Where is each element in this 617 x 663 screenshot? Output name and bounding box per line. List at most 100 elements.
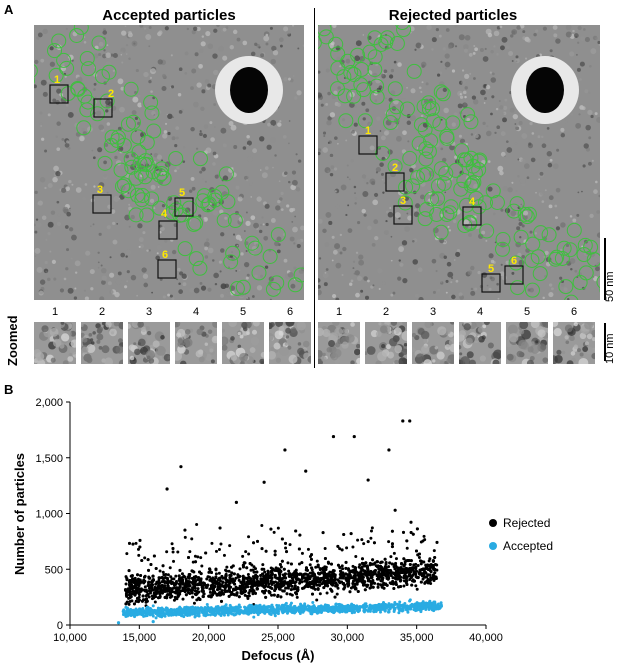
rejected-point xyxy=(197,582,201,586)
accepted-point xyxy=(311,601,315,605)
rejected-point xyxy=(171,547,175,551)
particle-circle xyxy=(143,94,159,110)
rejected-point xyxy=(243,561,247,565)
particle-circle xyxy=(458,152,474,168)
rejected-point xyxy=(364,561,368,565)
rejected-point xyxy=(318,592,322,596)
rejected-point xyxy=(143,585,147,589)
rejected-point xyxy=(329,573,333,577)
accepted-point xyxy=(151,620,155,624)
rejected-point xyxy=(152,554,156,558)
particle-circle xyxy=(438,165,454,181)
rejected-point xyxy=(287,569,291,573)
rejected-point xyxy=(308,563,312,567)
rejected-point xyxy=(310,553,314,557)
rejected-point xyxy=(376,582,380,586)
rejected-point xyxy=(192,601,196,605)
particle-circle xyxy=(135,188,151,204)
particle-circle xyxy=(192,260,208,276)
panel-a-letter: A xyxy=(4,2,14,17)
rejected-point xyxy=(157,576,161,580)
accepted-point xyxy=(229,608,233,612)
particle-circle xyxy=(91,35,107,51)
rejected-point xyxy=(201,595,205,599)
accepted-point xyxy=(204,610,208,614)
particle-circle xyxy=(554,250,570,266)
rejected-point xyxy=(228,573,232,577)
y-tick-label: 500 xyxy=(45,564,63,576)
rejected-point xyxy=(238,574,242,578)
particle-circle xyxy=(421,143,437,159)
particle-box xyxy=(174,197,194,217)
rejected-point xyxy=(153,586,157,590)
rejected-point xyxy=(384,562,388,566)
accepted-point xyxy=(179,613,183,617)
rejected-point xyxy=(136,586,140,590)
accepted-point xyxy=(281,608,285,612)
rejected-point xyxy=(214,549,218,553)
particle-circle xyxy=(424,191,440,207)
rejected-point xyxy=(331,434,336,439)
rejected-point xyxy=(149,589,153,593)
accepted-point xyxy=(205,606,209,610)
rejected-point xyxy=(352,585,356,589)
particle-circle xyxy=(417,211,433,227)
rejected-point xyxy=(219,599,223,603)
particle-box xyxy=(462,206,482,226)
rejected-point xyxy=(150,584,154,588)
particle-circle xyxy=(369,89,385,105)
accepted-zoom-tile xyxy=(81,322,123,364)
rejected-point xyxy=(360,557,364,561)
particle-box xyxy=(504,265,524,285)
accepted-point xyxy=(424,608,428,612)
rejected-point xyxy=(227,584,231,588)
particle-circle xyxy=(385,107,401,123)
rejected-point xyxy=(268,591,272,595)
rejected-point xyxy=(433,571,437,575)
rejected-point xyxy=(156,581,160,585)
rejected-point xyxy=(410,568,414,572)
particle-circle xyxy=(152,167,168,183)
x-tick-label: 25,000 xyxy=(261,632,295,644)
rejected-point xyxy=(255,583,259,587)
rejected-point xyxy=(414,569,418,573)
rejected-point xyxy=(404,571,408,575)
rejected-point xyxy=(336,563,340,567)
particle-circle xyxy=(510,280,526,296)
x-tick-label: 15,000 xyxy=(123,632,157,644)
rejected-point xyxy=(379,564,383,568)
rejected-zoom-tile xyxy=(412,322,454,364)
accepted-point xyxy=(208,613,212,617)
particle-circle xyxy=(388,99,404,115)
particle-circle xyxy=(196,188,212,204)
rejected-point xyxy=(419,559,423,563)
particle-circle xyxy=(479,223,495,239)
rejected-point xyxy=(214,575,218,579)
rejected-point xyxy=(416,563,420,567)
particle-circle xyxy=(525,282,541,298)
rejected-point xyxy=(147,586,151,590)
accepted-point xyxy=(234,612,238,616)
rejected-point xyxy=(128,590,132,594)
particle-circle xyxy=(166,195,182,211)
rejected-point xyxy=(378,575,382,579)
accepted-point xyxy=(306,604,310,608)
rejected-point xyxy=(343,583,347,587)
accepted-point xyxy=(435,604,439,608)
rejected-point xyxy=(303,572,307,576)
particle-circle xyxy=(477,195,493,211)
rejected-point xyxy=(124,593,128,597)
particle-box-label: 6 xyxy=(162,249,168,261)
particle-circle xyxy=(128,170,144,186)
rejected-point xyxy=(429,576,433,580)
accepted-point xyxy=(298,608,302,612)
accepted-point xyxy=(346,608,350,612)
rejected-point xyxy=(356,538,360,542)
rejected-point xyxy=(158,595,162,599)
particle-circle xyxy=(270,227,286,243)
rejected-point xyxy=(301,575,305,579)
accepted-point xyxy=(219,613,223,617)
rejected-point xyxy=(435,540,439,544)
rejected-point xyxy=(358,563,362,567)
rejected-point xyxy=(344,566,348,570)
